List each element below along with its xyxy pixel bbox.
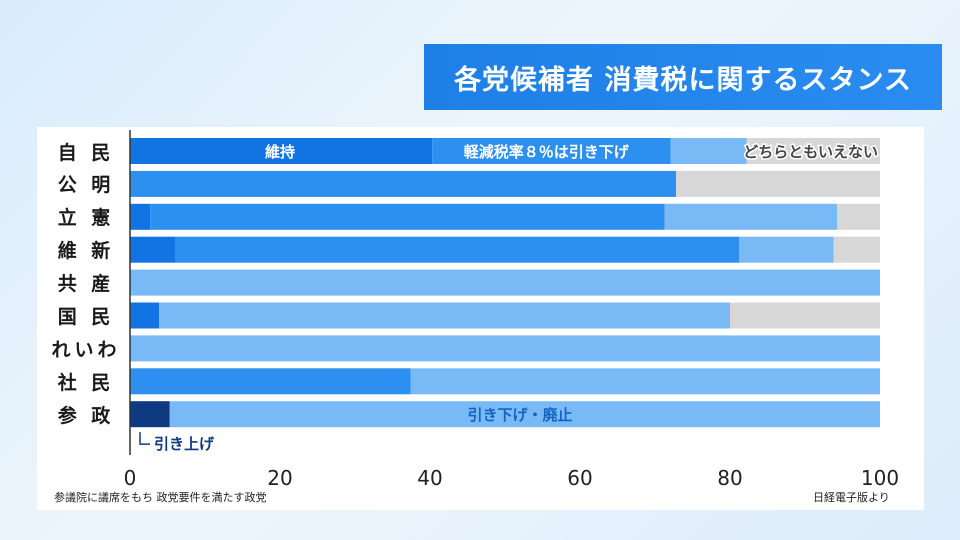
annotation-hike-leader <box>139 432 150 445</box>
row-label: 立 憲 <box>57 207 115 230</box>
annotation-hike: 引き上げ <box>154 435 215 453</box>
bar-segment-2-3 <box>130 170 676 197</box>
bar-segment-9-1 <box>130 401 170 428</box>
annotation-cut-abolish: 引き下げ・廃止 <box>467 406 572 424</box>
bar-segment-6-5 <box>730 302 880 329</box>
bar-segment-4-4 <box>739 236 834 263</box>
x-tick-label: 20 <box>267 466 292 490</box>
bar-segment-3-3 <box>150 203 665 230</box>
bar-segment-8-3 <box>130 368 411 395</box>
bar-segment-3-4 <box>664 203 838 230</box>
bar-segment-6-4 <box>159 302 730 329</box>
row-label: 社 民 <box>57 371 115 394</box>
row-label: 国 民 <box>57 306 115 328</box>
bar-segment-1-4 <box>670 138 747 164</box>
bar-segment-9-4 <box>169 401 880 428</box>
bar-segment-8-4 <box>410 368 880 395</box>
annotation-undecided: どちらともいえない <box>743 143 878 161</box>
bar-segment-5-4 <box>130 269 880 296</box>
row-label: 自 民 <box>57 141 115 164</box>
bar-segment-2-5 <box>676 170 880 197</box>
bar-segment-1-3 <box>432 138 671 164</box>
bar-segment-3-2 <box>130 203 151 230</box>
bar-segment-6-2 <box>130 302 160 329</box>
bar-segment-1-2 <box>130 138 433 164</box>
x-tick-label: 100 <box>861 466 899 490</box>
row-label: 参 政 <box>57 404 115 427</box>
chart-title: 各党候補者 消費税に関するスタンス <box>424 44 942 110</box>
x-tick-label: 80 <box>717 466 742 490</box>
x-tick-label: 60 <box>567 466 592 490</box>
bar-segment-1-5 <box>746 138 880 164</box>
bar-segment-4-3 <box>175 236 739 263</box>
row-label: 共 産 <box>57 273 115 296</box>
bar-segment-3-5 <box>837 203 880 230</box>
row-label: れいわ <box>51 338 121 361</box>
annotation-keep: 維持 <box>265 143 295 161</box>
bar-segment-7-4 <box>130 335 880 362</box>
footnote-left: 参議院に議席をもち 政党要件を満たす政党 <box>54 491 267 504</box>
footnote-right: 日経電子版より <box>813 491 890 504</box>
row-label: 維 新 <box>57 240 115 263</box>
row-label: 公 明 <box>57 174 115 197</box>
annotation-reduce-food: 軽減税率８％は引き下げ <box>464 143 630 161</box>
bar-segment-4-5 <box>833 236 880 263</box>
x-tick-label: 0 <box>124 466 137 490</box>
x-tick-label: 40 <box>417 466 442 490</box>
bar-segment-4-2 <box>130 236 176 263</box>
